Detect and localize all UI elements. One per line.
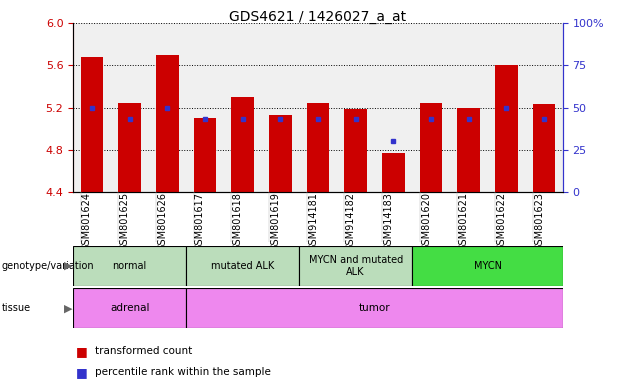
Text: tumor: tumor [359, 303, 391, 313]
Text: GSM914183: GSM914183 [384, 192, 393, 251]
Text: ▶: ▶ [64, 261, 73, 271]
Text: MYCN: MYCN [474, 261, 502, 271]
Text: ▶: ▶ [64, 303, 73, 313]
Bar [382, 153, 404, 192]
Bar [307, 103, 329, 192]
Bar [269, 115, 292, 192]
Text: GSM914182: GSM914182 [346, 192, 356, 251]
Text: transformed count: transformed count [95, 346, 193, 356]
Bar [299, 246, 412, 286]
Bar [156, 55, 179, 192]
Bar [73, 288, 186, 328]
Text: GSM801626: GSM801626 [157, 192, 167, 251]
Bar [186, 288, 563, 328]
Text: tissue: tissue [2, 303, 31, 313]
Text: GSM801624: GSM801624 [82, 192, 92, 251]
Bar [412, 246, 563, 286]
Text: GDS4621 / 1426027_a_at: GDS4621 / 1426027_a_at [230, 10, 406, 23]
Text: ■: ■ [76, 366, 92, 379]
Bar [118, 103, 141, 192]
Text: percentile rank within the sample: percentile rank within the sample [95, 367, 272, 377]
Bar [533, 104, 555, 192]
Text: GSM914181: GSM914181 [308, 192, 318, 251]
Text: GSM801620: GSM801620 [421, 192, 431, 251]
Bar [232, 97, 254, 192]
Text: genotype/variation: genotype/variation [2, 261, 95, 271]
Text: normal: normal [113, 261, 147, 271]
Text: GSM801621: GSM801621 [459, 192, 469, 251]
Bar [81, 57, 103, 192]
Text: adrenal: adrenal [110, 303, 149, 313]
Bar [344, 109, 367, 192]
Text: MYCN and mutated
ALK: MYCN and mutated ALK [308, 255, 403, 277]
Bar [73, 246, 186, 286]
Text: GSM801618: GSM801618 [233, 192, 243, 251]
Bar [194, 118, 216, 192]
Text: GSM801619: GSM801619 [270, 192, 280, 251]
Bar [186, 246, 299, 286]
Text: GSM801617: GSM801617 [195, 192, 205, 251]
Bar [420, 103, 442, 192]
Text: GSM801622: GSM801622 [496, 192, 506, 251]
Text: GSM801623: GSM801623 [534, 192, 544, 251]
Bar [457, 108, 480, 192]
Bar [495, 65, 518, 192]
Text: ■: ■ [76, 345, 92, 358]
Text: GSM801625: GSM801625 [120, 192, 130, 251]
Text: mutated ALK: mutated ALK [211, 261, 274, 271]
